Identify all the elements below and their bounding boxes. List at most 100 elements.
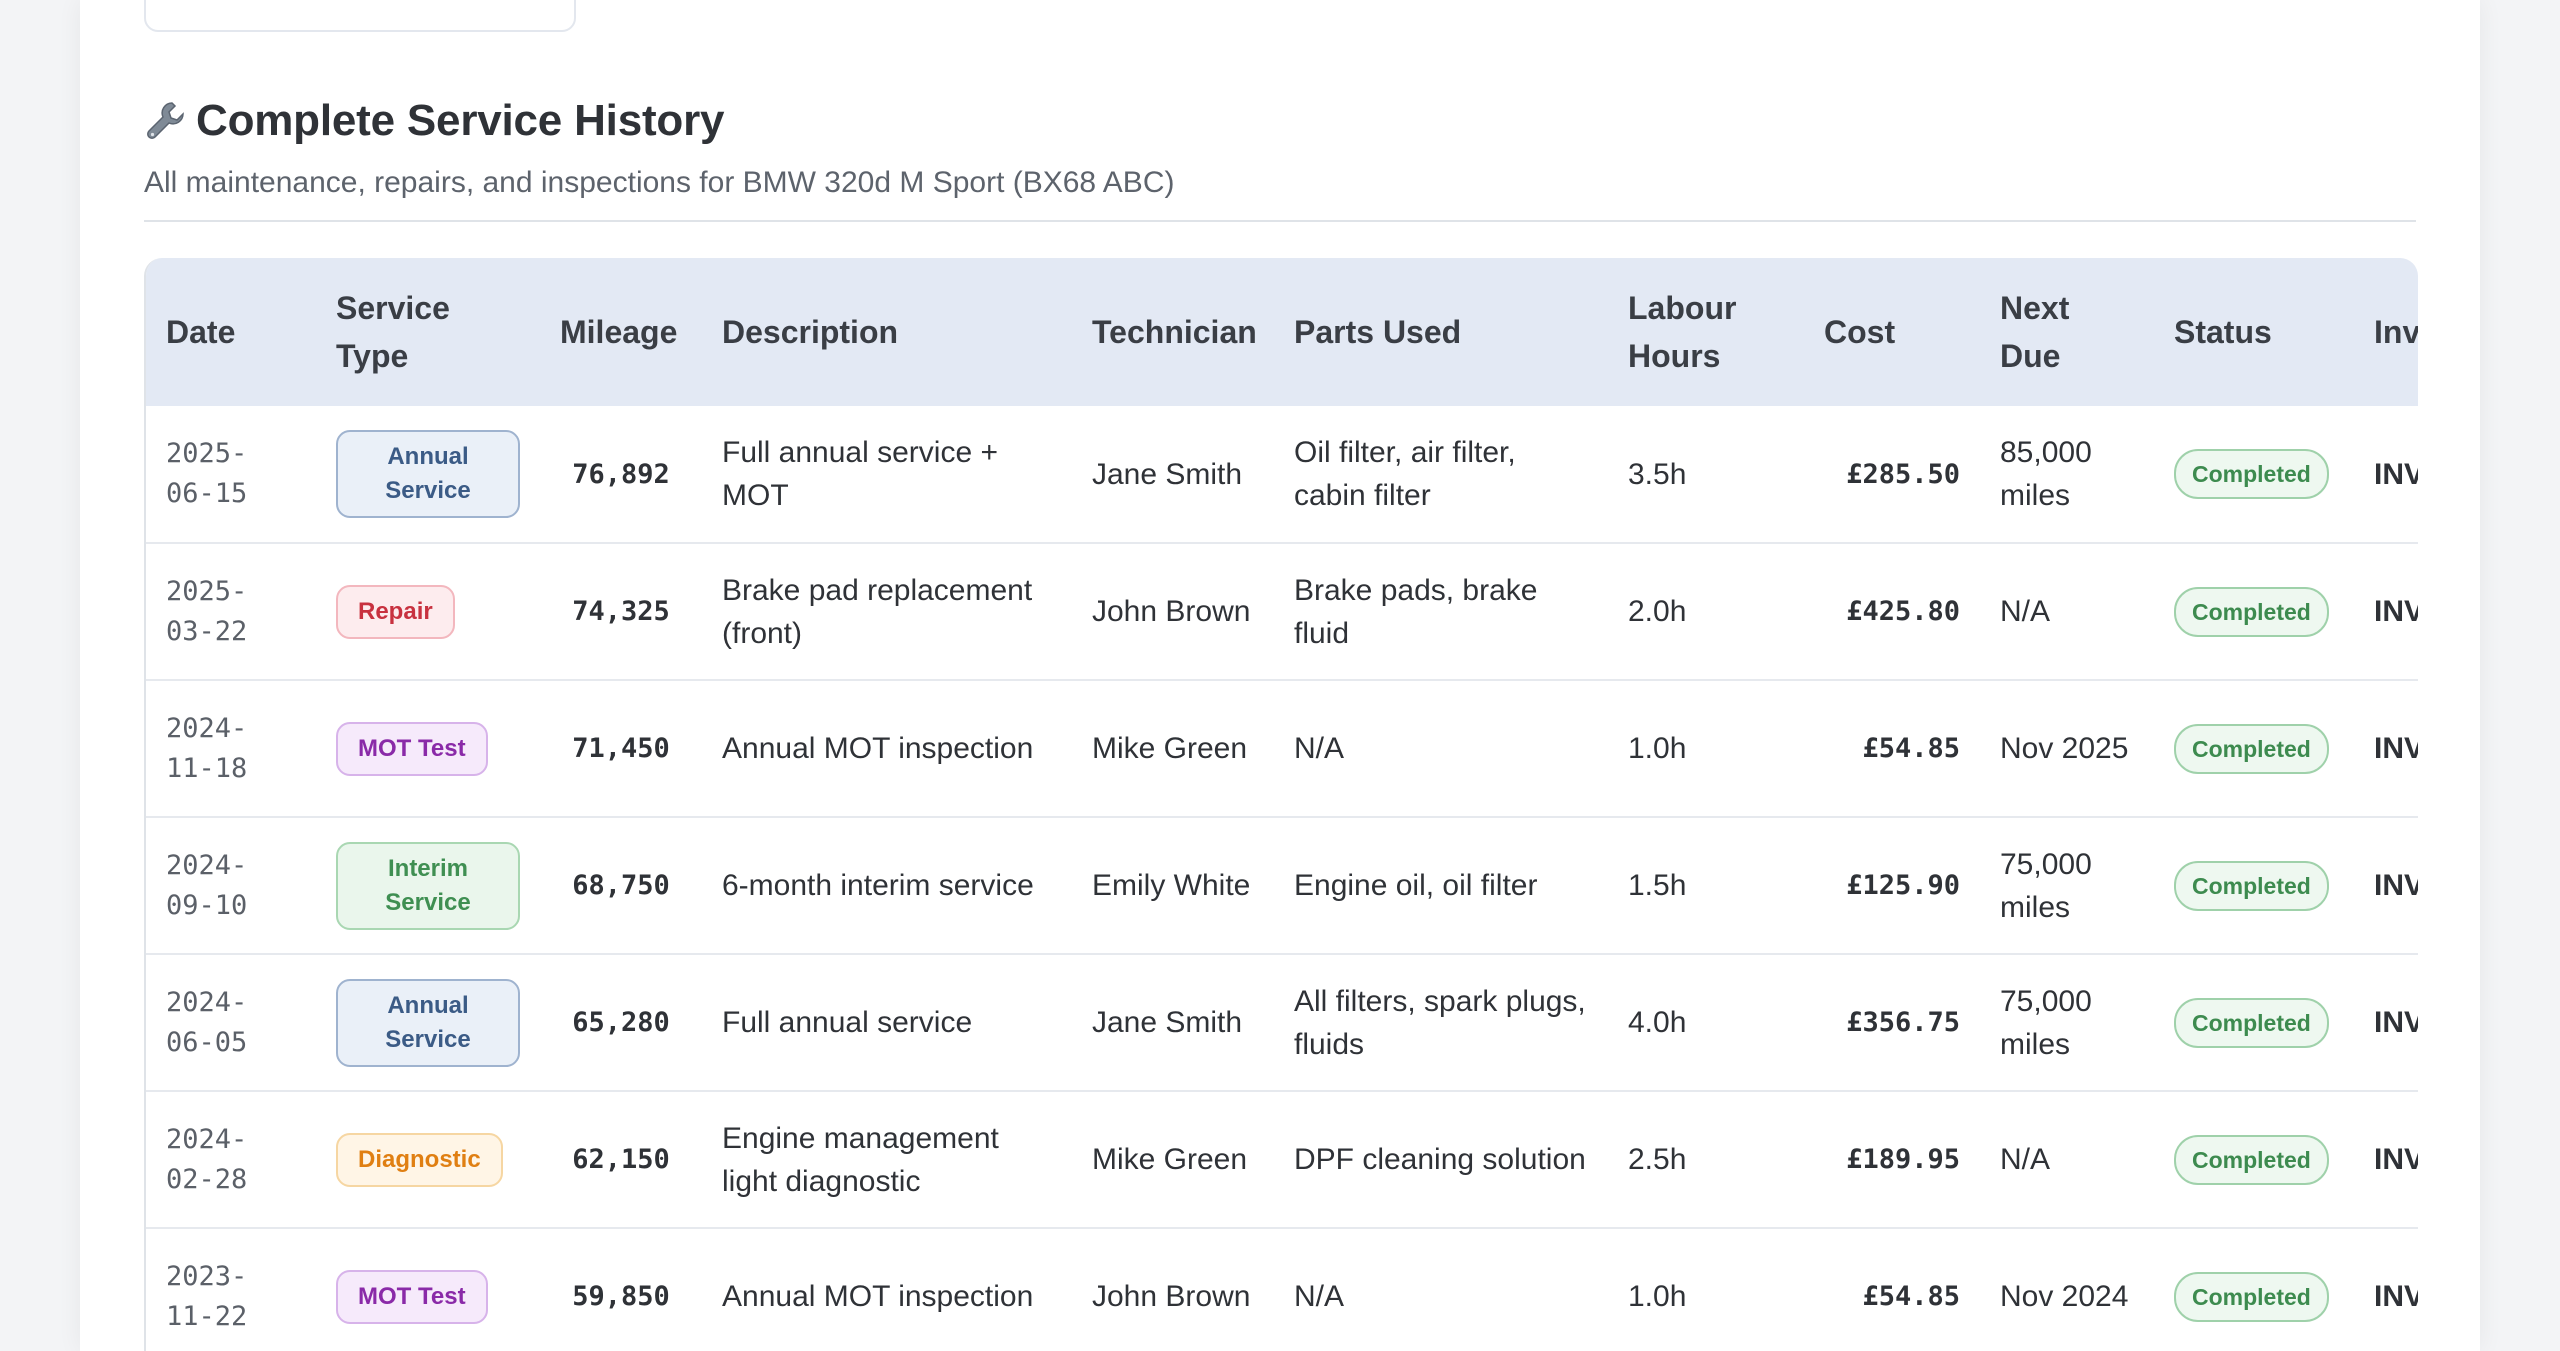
status-badge: Completed bbox=[2174, 1134, 2329, 1185]
cell-service-type: Annual Service bbox=[316, 406, 540, 543]
service-history-table-container[interactable]: Date Service Type Mileage Description Te… bbox=[144, 258, 2418, 1351]
cell-date: 2024-11-18 bbox=[166, 712, 248, 784]
cell-mileage: 65,280 bbox=[572, 1007, 670, 1038]
cell-technician: John Brown bbox=[1092, 1280, 1251, 1313]
cell-parts-used: N/A bbox=[1294, 1280, 1345, 1313]
service-type-badge: Annual Service bbox=[336, 978, 520, 1067]
cell-next-due: 75,000 miles bbox=[2000, 984, 2092, 1061]
cell-service-type: MOT Test bbox=[316, 1228, 540, 1351]
cell-invoice[interactable]: INV-0445 bbox=[2374, 869, 2418, 902]
cell-invoice[interactable]: INV-0234 bbox=[2374, 457, 2418, 491]
cell-parts-used: N/A bbox=[1294, 732, 1345, 765]
cell-service-type: Diagnostic bbox=[316, 1091, 540, 1228]
cell-invoice[interactable]: INV-0678 bbox=[2374, 1280, 2418, 1313]
cell-service-type: MOT Test bbox=[316, 680, 540, 817]
cell-status: Completed bbox=[2154, 680, 2354, 817]
status-badge: Completed bbox=[2174, 997, 2329, 1048]
column-header-date[interactable]: Date bbox=[166, 314, 236, 350]
cell-technician: Mike Green bbox=[1092, 1143, 1248, 1176]
cell-next-due: N/A bbox=[2000, 1143, 2051, 1176]
cell-labour-hours: 1.5h bbox=[1628, 869, 1687, 902]
cell-service-type: Interim Service bbox=[316, 817, 540, 954]
cell-invoice[interactable]: INV-0089 bbox=[2374, 1143, 2418, 1176]
status-badge: Completed bbox=[2174, 723, 2329, 774]
table-row[interactable]: 2025-06-15 Annual Service 76,892 Full an… bbox=[146, 406, 2418, 543]
status-badge: Completed bbox=[2174, 860, 2329, 911]
page: Complete Service History All maintenance… bbox=[80, 0, 2480, 1351]
table-row[interactable]: 2024-09-10 Interim Service 68,750 6-mont… bbox=[146, 817, 2418, 954]
cell-status: Completed bbox=[2154, 954, 2354, 1091]
cell-cost: £356.75 bbox=[1846, 1007, 1960, 1038]
cell-description: Full annual service bbox=[722, 1006, 973, 1039]
cell-cost: £54.85 bbox=[1862, 1281, 1960, 1312]
status-badge: Completed bbox=[2174, 586, 2329, 637]
cell-status: Completed bbox=[2154, 406, 2354, 543]
cell-date: 2025-03-22 bbox=[166, 575, 248, 647]
column-header-parts-used[interactable]: Parts Used bbox=[1294, 314, 1462, 350]
cell-technician: Jane Smith bbox=[1092, 1006, 1243, 1039]
cell-cost: £54.85 bbox=[1862, 733, 1960, 764]
cell-next-due: 85,000 miles bbox=[2000, 436, 2092, 512]
cell-invoice[interactable]: INV-0278 bbox=[2374, 1006, 2418, 1039]
cell-mileage: 76,892 bbox=[572, 458, 670, 490]
cell-cost: £189.95 bbox=[1846, 1144, 1960, 1175]
cell-status: Completed bbox=[2154, 1091, 2354, 1228]
cell-description: Full annual service + MOT bbox=[722, 436, 998, 512]
cell-invoice[interactable]: INV-0098 bbox=[2374, 595, 2418, 628]
cell-date: 2024-06-05 bbox=[166, 986, 248, 1058]
cell-labour-hours: 3.5h bbox=[1628, 457, 1687, 491]
section-subtitle: All maintenance, repairs, and inspection… bbox=[144, 166, 2416, 222]
cell-mileage: 71,450 bbox=[572, 733, 670, 764]
cell-next-due: N/A bbox=[2000, 595, 2051, 628]
table-row[interactable]: 2023-11-22 MOT Test 59,850 Annual MOT in… bbox=[146, 1228, 2418, 1351]
cell-mileage: 74,325 bbox=[572, 596, 670, 627]
service-type-badge: Repair bbox=[336, 584, 455, 639]
cell-invoice[interactable]: INV-0567 bbox=[2374, 732, 2418, 765]
cell-date: 2025-06-15 bbox=[166, 438, 248, 509]
column-header-mileage[interactable]: Mileage bbox=[560, 314, 678, 350]
cell-cost: £425.80 bbox=[1846, 596, 1960, 627]
cell-next-due: 75,000 miles bbox=[2000, 847, 2092, 924]
cell-parts-used: All filters, spark plugs, fluids bbox=[1294, 984, 1586, 1061]
cell-parts-used: Brake pads, brake fluid bbox=[1294, 573, 1538, 650]
cell-labour-hours: 2.0h bbox=[1628, 595, 1687, 628]
column-header-invoice[interactable]: Invo bbox=[2374, 314, 2418, 350]
cell-technician: Mike Green bbox=[1092, 732, 1248, 765]
wrench-icon bbox=[144, 99, 188, 143]
status-badge: Completed bbox=[2174, 1271, 2329, 1322]
column-header-next-due[interactable]: Next Due bbox=[2000, 290, 2070, 374]
cell-mileage: 62,150 bbox=[572, 1144, 670, 1175]
column-header-technician[interactable]: Technician bbox=[1092, 314, 1257, 350]
cell-cost: £285.50 bbox=[1846, 458, 1960, 490]
cell-description: Engine management light diagnostic bbox=[722, 1121, 999, 1198]
cell-technician: John Brown bbox=[1092, 595, 1251, 628]
column-header-description[interactable]: Description bbox=[722, 314, 899, 350]
column-header-cost[interactable]: Cost bbox=[1824, 314, 1896, 350]
column-header-labour-hours[interactable]: Labour Hours bbox=[1628, 290, 1737, 374]
title-row: Complete Service History bbox=[144, 96, 2416, 146]
service-history-header: Complete Service History All maintenance… bbox=[144, 96, 2416, 222]
cell-technician: Emily White bbox=[1092, 869, 1251, 902]
cell-status: Completed bbox=[2154, 817, 2354, 954]
cell-parts-used: DPF cleaning solution bbox=[1294, 1143, 1586, 1176]
cell-mileage: 68,750 bbox=[572, 870, 670, 901]
cell-date: 2024-02-28 bbox=[166, 1123, 248, 1195]
table-header-row: Date Service Type Mileage Description Te… bbox=[146, 258, 2418, 406]
cell-next-due: Nov 2025 bbox=[2000, 732, 2129, 765]
cell-parts-used: Oil filter, air filter, cabin filter bbox=[1294, 436, 1516, 512]
cell-description: 6-month interim service bbox=[722, 869, 1034, 902]
cell-service-type: Repair bbox=[316, 543, 540, 680]
table-row[interactable]: 2024-02-28 Diagnostic 62,150 Engine mana… bbox=[146, 1091, 2418, 1228]
cell-description: Brake pad replacement (front) bbox=[722, 573, 1033, 650]
column-header-service-type[interactable]: Service Type bbox=[336, 290, 450, 374]
column-header-status[interactable]: Status bbox=[2174, 314, 2272, 350]
service-type-badge: MOT Test bbox=[336, 721, 488, 776]
cell-labour-hours: 2.5h bbox=[1628, 1143, 1687, 1176]
table-row[interactable]: 2024-11-18 MOT Test 71,450 Annual MOT in… bbox=[146, 680, 2418, 817]
cell-next-due: Nov 2024 bbox=[2000, 1280, 2129, 1313]
table-row[interactable]: 2025-03-22 Repair 74,325 Brake pad repla… bbox=[146, 543, 2418, 680]
cell-service-type: Annual Service bbox=[316, 954, 540, 1091]
cell-description: Annual MOT inspection bbox=[722, 1280, 1034, 1313]
table-row[interactable]: 2024-06-05 Annual Service 65,280 Full an… bbox=[146, 954, 2418, 1091]
previous-card bbox=[144, 0, 576, 32]
